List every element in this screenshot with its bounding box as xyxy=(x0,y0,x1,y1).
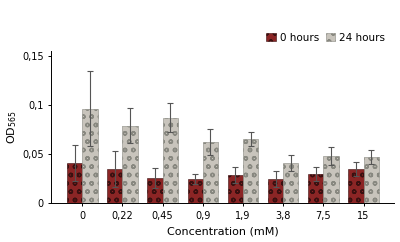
Bar xyxy=(268,179,283,203)
Bar xyxy=(188,179,203,203)
Bar xyxy=(283,163,298,203)
X-axis label: Concentration (mM): Concentration (mM) xyxy=(167,227,279,236)
Bar xyxy=(203,142,218,203)
Bar xyxy=(364,157,379,203)
Bar xyxy=(147,178,163,203)
Bar xyxy=(163,118,178,203)
Bar xyxy=(308,174,323,203)
Bar xyxy=(67,163,82,203)
Bar xyxy=(348,169,364,203)
Bar xyxy=(107,169,122,203)
Y-axis label: OD$_{565}$: OD$_{565}$ xyxy=(6,110,19,144)
Bar xyxy=(122,126,138,203)
Bar xyxy=(243,139,258,203)
Bar xyxy=(228,175,243,203)
Bar xyxy=(323,156,339,203)
Bar xyxy=(82,109,98,203)
Legend: 0 hours, 24 hours: 0 hours, 24 hours xyxy=(262,29,389,47)
